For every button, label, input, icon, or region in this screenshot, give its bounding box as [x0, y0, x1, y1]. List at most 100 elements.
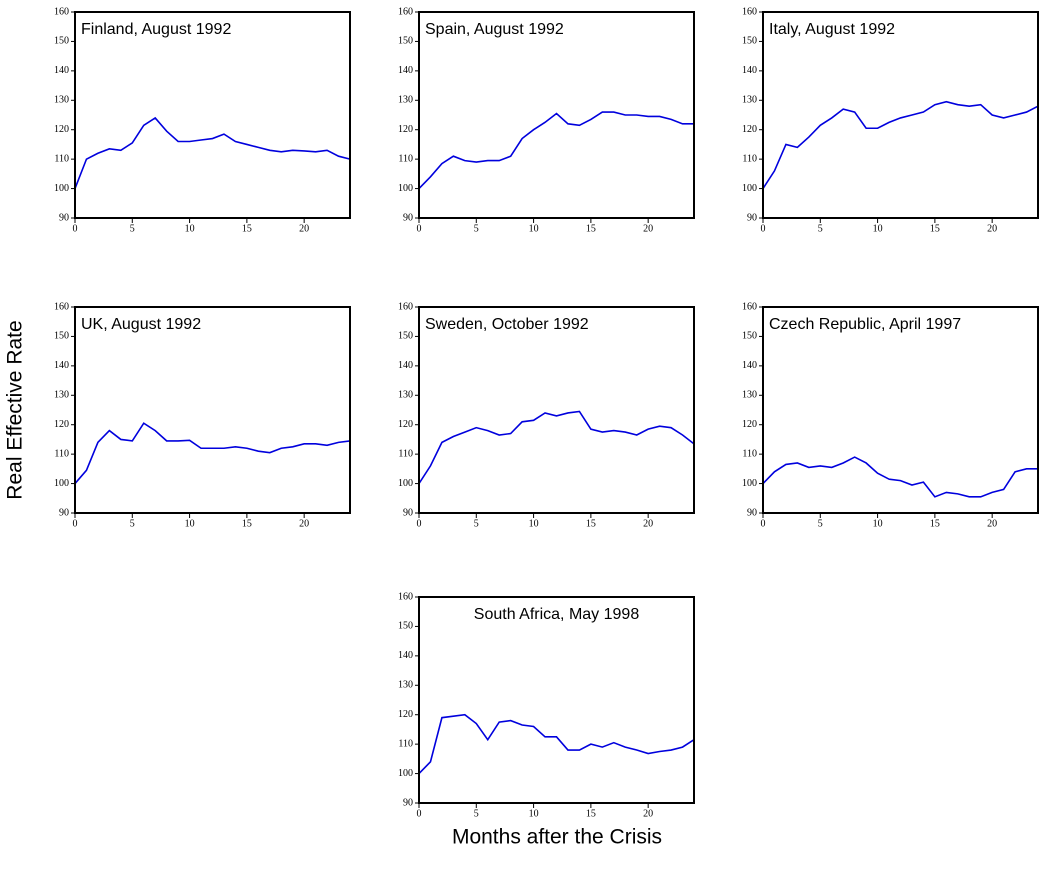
- y-tick-label: 120: [398, 709, 413, 720]
- x-tick-label: 20: [987, 223, 997, 234]
- y-tick-label: 90: [59, 212, 69, 223]
- y-tick-label: 120: [54, 419, 69, 430]
- y-tick-label: 90: [403, 797, 413, 808]
- y-tick-label: 160: [54, 6, 69, 17]
- x-tick-label: 0: [761, 223, 766, 234]
- panel-title: Sweden, October 1992: [425, 316, 589, 333]
- series-line: [418, 111, 694, 190]
- plot-frame: [74, 11, 351, 219]
- panel: 90 100 110 120 130 140 150 160 0 5 10 15 20 Czech Rep…: [742, 301, 1039, 529]
- x-tick-label: 10: [873, 518, 883, 529]
- x-tick-label: 10: [185, 223, 195, 234]
- y-tick-label: 150: [742, 331, 757, 342]
- series-line: [74, 116, 351, 189]
- y-tick-label: 90: [403, 507, 413, 518]
- y-tick-label: 120: [398, 124, 413, 135]
- x-axis-label: Months after the Crisis: [452, 826, 662, 849]
- series-line: [418, 410, 695, 485]
- panel-title: Italy, August 1992: [769, 21, 895, 38]
- x-tick-label: 5: [818, 223, 823, 234]
- y-tick-label: 130: [54, 390, 69, 401]
- y-tick-label: 160: [54, 301, 69, 312]
- y-tick-label: 110: [398, 448, 413, 459]
- y-tick-label: 130: [398, 95, 413, 106]
- x-tick-label: 10: [185, 518, 195, 529]
- x-tick-label: 15: [242, 518, 252, 529]
- x-tick-label: 15: [586, 223, 596, 234]
- y-tick-label: 120: [742, 419, 757, 430]
- panel-title: UK, August 1992: [81, 316, 201, 333]
- x-tick-label: 5: [818, 518, 823, 529]
- plot-frame: [418, 306, 695, 514]
- panel: 90 100 110 120 130 140 150 160 0 5 10 15 20 Italy, Au…: [742, 6, 1039, 234]
- y-tick-label: 140: [398, 650, 413, 661]
- panel-title: Czech Republic, April 1997: [769, 316, 961, 333]
- y-tick-label: 100: [742, 183, 757, 194]
- y-tick-label: 160: [742, 301, 757, 312]
- y-tick-label: 150: [398, 621, 413, 632]
- x-tick-label: 5: [130, 223, 135, 234]
- x-tick-label: 0: [73, 518, 78, 529]
- y-tick-label: 150: [742, 36, 757, 47]
- x-tick-label: 5: [474, 223, 479, 234]
- x-tick-label: 20: [643, 808, 653, 819]
- y-tick-label: 130: [54, 95, 69, 106]
- x-tick-label: 20: [643, 223, 653, 234]
- y-tick-label: 90: [747, 507, 757, 518]
- y-tick-label: 140: [742, 360, 757, 371]
- panel: 90 100 110 120 130 140 150 160 0 5 10 15 20 South Afr…: [398, 591, 695, 819]
- y-tick-label: 140: [398, 360, 413, 371]
- y-tick-label: 140: [54, 65, 69, 76]
- x-tick-label: 15: [586, 808, 596, 819]
- plot-frame: [762, 306, 1039, 514]
- y-tick-label: 90: [59, 507, 69, 518]
- x-tick-label: 0: [417, 808, 422, 819]
- y-tick-label: 100: [742, 478, 757, 489]
- x-tick-label: 20: [299, 223, 309, 234]
- panel-title: South Africa, May 1998: [474, 606, 640, 623]
- x-tick-label: 5: [474, 808, 479, 819]
- plot-frame: [762, 11, 1039, 219]
- y-axis-label: Real Effective Rate: [4, 320, 27, 499]
- y-tick-label: 90: [747, 212, 757, 223]
- y-tick-label: 110: [398, 738, 413, 749]
- series-line: [762, 100, 1039, 190]
- series-line: [74, 422, 351, 485]
- y-tick-label: 160: [398, 301, 413, 312]
- y-tick-label: 100: [398, 183, 413, 194]
- x-tick-label: 0: [761, 518, 766, 529]
- y-tick-label: 150: [54, 331, 69, 342]
- plot-frame: [418, 596, 695, 804]
- y-tick-label: 140: [54, 360, 69, 371]
- y-tick-label: 120: [398, 419, 413, 430]
- x-tick-label: 5: [474, 518, 479, 529]
- panel-title: Spain, August 1992: [425, 21, 564, 38]
- x-tick-label: 15: [930, 223, 940, 234]
- panel: 90 100 110 120 130 140 150 160 0 5 10 15 20 UK, Augus…: [54, 301, 351, 529]
- y-tick-label: 100: [54, 478, 69, 489]
- y-tick-label: 120: [742, 124, 757, 135]
- y-tick-label: 130: [398, 680, 413, 691]
- y-tick-label: 100: [398, 768, 413, 779]
- x-tick-label: 0: [417, 518, 422, 529]
- y-tick-label: 140: [742, 65, 757, 76]
- y-tick-label: 90: [403, 212, 413, 223]
- y-tick-label: 130: [742, 390, 757, 401]
- series-line: [762, 456, 1038, 498]
- y-tick-label: 130: [398, 390, 413, 401]
- plot-frame: [74, 306, 351, 514]
- x-tick-label: 10: [529, 518, 539, 529]
- x-tick-label: 15: [930, 518, 940, 529]
- y-tick-label: 140: [398, 65, 413, 76]
- y-tick-label: 110: [742, 153, 757, 164]
- x-tick-label: 0: [417, 223, 422, 234]
- y-tick-label: 110: [54, 448, 69, 459]
- y-tick-label: 160: [398, 591, 413, 602]
- panel-title: Finland, August 1992: [81, 21, 231, 38]
- x-tick-label: 10: [873, 223, 883, 234]
- x-tick-label: 20: [643, 518, 653, 529]
- y-tick-label: 160: [398, 6, 413, 17]
- y-tick-label: 100: [54, 183, 69, 194]
- x-tick-label: 5: [130, 518, 135, 529]
